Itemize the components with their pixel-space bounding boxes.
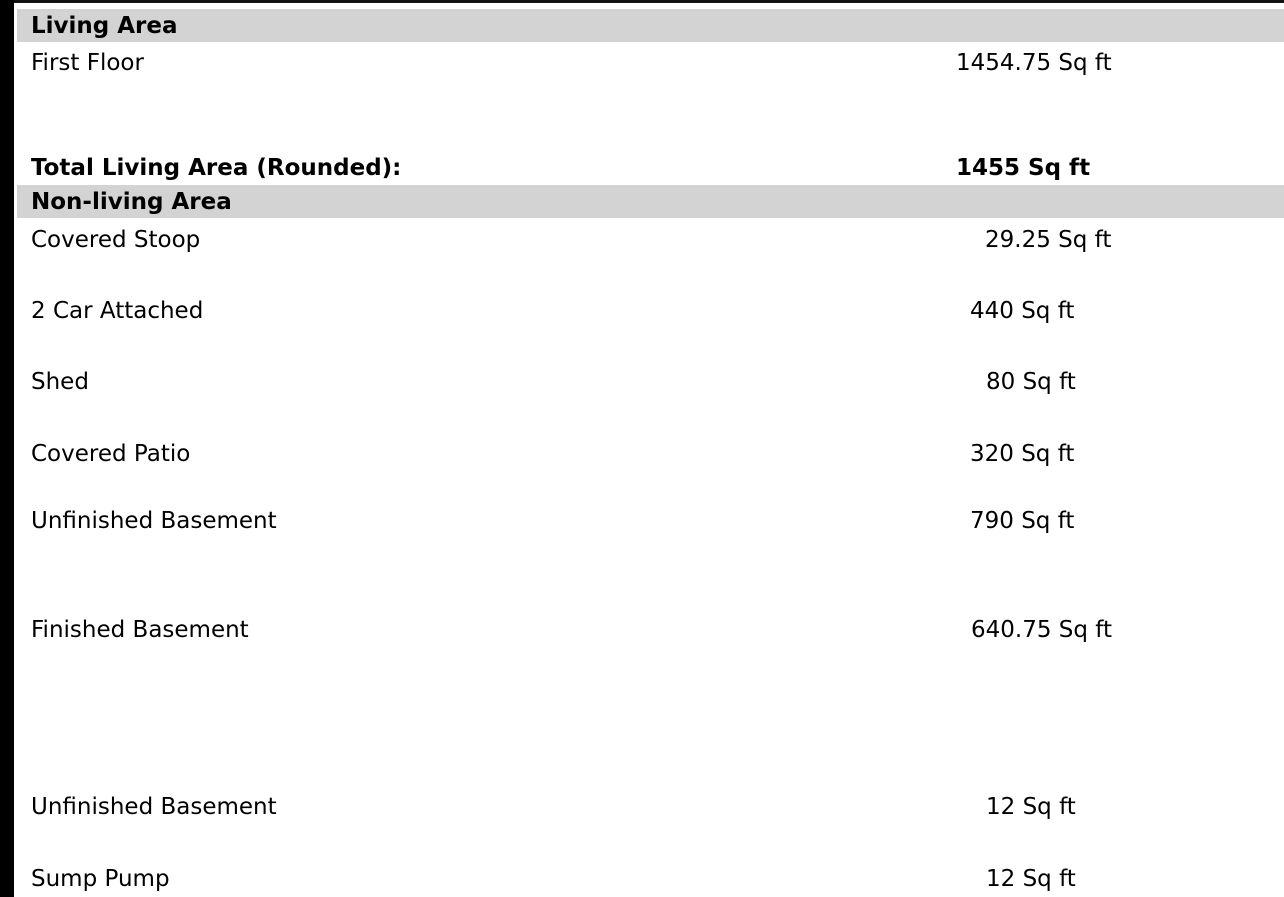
row-value: 29.25 Sq ft	[985, 227, 1112, 253]
non-living-area-header-bar	[17, 185, 1284, 218]
row-label: Shed	[31, 369, 89, 395]
non-living-area-header: Non-living Area	[31, 189, 232, 215]
row-label: Sump Pump	[31, 866, 170, 892]
row-value: 12 Sq ft	[986, 866, 1076, 892]
row-value: 1454.75 Sq ft	[956, 50, 1112, 76]
row-value: 80 Sq ft	[986, 369, 1076, 395]
total-living-label: Total Living Area (Rounded):	[31, 155, 402, 181]
total-living-value: 1455 Sq ft	[956, 155, 1091, 181]
row-value: 320 Sq ft	[970, 441, 1075, 467]
row-label: Covered Patio	[31, 441, 191, 467]
row-label: Unfinished Basement	[31, 794, 277, 820]
row-value: 640.75 Sq ft	[971, 617, 1113, 643]
row-label: Finished Basement	[31, 617, 249, 643]
row-label: First Floor	[31, 50, 144, 76]
row-label: 2 Car Attached	[31, 298, 204, 324]
row-value: 12 Sq ft	[986, 794, 1076, 820]
living-area-header: Living Area	[31, 13, 178, 39]
row-label: Covered Stoop	[31, 227, 201, 253]
left-border	[0, 0, 14, 897]
row-value: 440 Sq ft	[970, 298, 1075, 324]
row-value: 790 Sq ft	[970, 508, 1075, 534]
living-area-header-bar	[17, 9, 1284, 42]
row-label: Unfinished Basement	[31, 508, 277, 534]
top-border	[14, 0, 1284, 3]
